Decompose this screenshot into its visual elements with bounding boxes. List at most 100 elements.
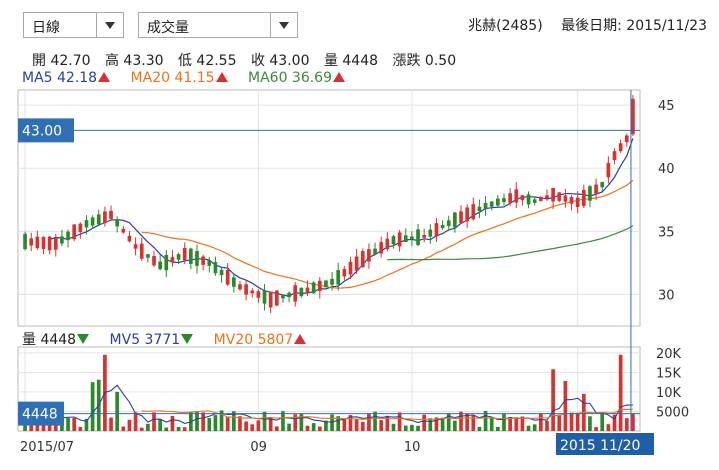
arrow-up-icon <box>294 334 307 344</box>
candle-body <box>146 254 150 258</box>
candle-body <box>465 207 469 222</box>
volume-bar <box>434 417 439 431</box>
chevron-down-icon[interactable] <box>105 22 115 29</box>
candle-body <box>551 187 555 202</box>
chevron-down-icon[interactable] <box>279 22 289 29</box>
candle-body <box>231 277 236 287</box>
volume-axis: 20K 15K 10K 5000 <box>656 347 689 421</box>
ohlc-row: 開 42.70 高 43.30 低 42.55 收 43.00 量 4448 漲… <box>32 50 466 70</box>
volume-ma-lines <box>49 384 633 424</box>
candle-body <box>109 210 113 219</box>
ma5-line <box>49 138 634 297</box>
candle-body <box>41 236 46 250</box>
volume-bar <box>342 419 347 431</box>
price-tick-label: 35 <box>658 225 675 240</box>
volume-value: 量 4448 <box>323 53 379 69</box>
candle-body <box>514 189 519 203</box>
volume-bar <box>403 425 408 431</box>
volume-bar <box>293 414 298 431</box>
volume-tag-label: 4448 <box>22 407 58 423</box>
date-tick-label: 2015/07 <box>20 440 74 455</box>
candle-body <box>53 238 58 250</box>
volume-bar <box>84 418 89 431</box>
volume-tick-label: 20K <box>656 347 682 362</box>
close-value: 收 43.00 <box>250 53 310 69</box>
candle-body <box>225 269 230 285</box>
candle-body <box>403 235 408 243</box>
vol-label: 量 4448 <box>22 332 77 348</box>
volume-bar <box>618 354 623 431</box>
volume-bar <box>238 416 242 431</box>
volume-bar <box>152 412 156 431</box>
header-info: 兆赫(2485) 最後日期: 2015/11/23 <box>454 15 707 35</box>
volume-bar <box>66 418 70 431</box>
volume-bar <box>170 415 175 431</box>
candle-body <box>330 278 334 285</box>
volume-bar <box>287 423 291 431</box>
candle-body <box>127 235 132 242</box>
volume-bar <box>496 426 500 431</box>
volume-bar <box>588 416 592 431</box>
candle-body <box>207 260 212 266</box>
mv20-line <box>141 408 633 421</box>
volume-bar <box>250 424 255 431</box>
volume-bar <box>146 423 150 431</box>
volume-bar <box>551 369 555 431</box>
candle-body <box>483 203 488 210</box>
candle-body <box>78 223 83 233</box>
volume-bar <box>274 426 279 431</box>
candle-body <box>569 197 574 204</box>
candle-body <box>152 256 156 266</box>
volume-bar <box>514 417 519 431</box>
ma60-line <box>387 225 634 261</box>
candle-body <box>594 184 598 194</box>
volume-bar <box>90 382 95 431</box>
candle-body <box>60 236 64 244</box>
candle-body <box>201 256 205 265</box>
candle-body <box>238 284 242 290</box>
arrow-up-icon <box>98 72 111 82</box>
candle-body <box>367 249 371 262</box>
volume-bar <box>244 421 248 431</box>
volume-bar <box>299 413 304 431</box>
volume-bar <box>78 426 83 431</box>
volume-bar <box>72 418 77 431</box>
volume-bar <box>379 420 384 431</box>
candle-body <box>446 220 451 227</box>
candle-body <box>66 231 70 241</box>
candle-body <box>489 201 494 207</box>
date-axis: 2015/07091011 <box>20 440 586 455</box>
volume-bar <box>440 417 445 431</box>
price-tick-label: 45 <box>658 99 675 114</box>
candle-body <box>618 143 623 152</box>
arrow-up-icon <box>215 72 228 82</box>
vol-legend: 量 4448 <box>22 332 90 348</box>
candle-body <box>496 198 500 206</box>
candle-body <box>35 236 40 249</box>
volume-bar <box>311 423 316 431</box>
volume-bar <box>336 416 341 431</box>
moving-average-lines <box>49 138 634 297</box>
candle-body <box>502 198 506 202</box>
candle-body <box>342 269 347 277</box>
volume-bar <box>624 418 629 431</box>
volume-bar <box>109 417 113 431</box>
indicator-select[interactable]: 成交量 <box>138 12 298 38</box>
volume-bar <box>422 414 427 431</box>
candle-body <box>385 238 390 250</box>
candle-body <box>287 292 291 298</box>
select-divider <box>96 13 97 37</box>
mv20-label: MV20 5807 <box>213 332 294 348</box>
volume-bar <box>268 417 273 431</box>
volume-bar <box>213 415 218 431</box>
candle-body <box>164 254 169 271</box>
volume-bar <box>201 412 205 431</box>
volume-bar <box>127 419 132 431</box>
volume-tick-label: 15K <box>656 366 682 381</box>
candle-body <box>47 236 52 251</box>
ma20-label: MA20 41.15 <box>130 70 215 86</box>
period-select[interactable]: 日線 <box>23 12 124 38</box>
candle-body <box>508 193 512 203</box>
mv5-label: MV5 3771 <box>109 332 181 348</box>
